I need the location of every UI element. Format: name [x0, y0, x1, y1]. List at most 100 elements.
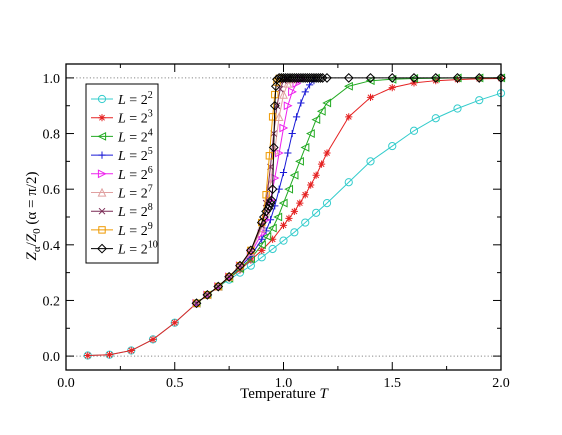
data-point	[262, 191, 270, 199]
data-point	[279, 236, 288, 245]
data-point	[388, 141, 397, 151]
legend-marker	[97, 94, 107, 104]
data-point	[275, 148, 284, 158]
data-point	[202, 289, 213, 300]
data-point	[452, 73, 463, 83]
legend-entry-0: L = 22	[91, 90, 153, 108]
y-axis-label-slash: /	[24, 241, 40, 246]
data-point	[313, 73, 324, 83]
data-point	[245, 245, 256, 256]
data-point	[388, 84, 396, 92]
data-point	[306, 73, 317, 83]
data-point	[280, 77, 287, 85]
data-point	[280, 73, 291, 83]
legend-label: L = 23	[117, 109, 153, 127]
legend-label-base: = 2	[126, 93, 148, 108]
data-point	[291, 73, 302, 83]
y-axis-label-z2: Z	[24, 233, 40, 242]
series-8	[191, 73, 506, 309]
data-point	[191, 298, 202, 309]
x-tick-label: 1.5	[384, 376, 402, 391]
data-point	[300, 143, 310, 152]
data-point	[269, 235, 277, 243]
data-point	[268, 244, 277, 254]
data-point	[317, 160, 326, 168]
legend-label-base: = 2	[126, 149, 148, 164]
legend-label-exponent: 10	[148, 240, 158, 251]
data-point	[171, 319, 179, 327]
data-point	[283, 101, 293, 111]
legend-entry-7: L = 29	[91, 221, 153, 239]
legend-marker	[98, 114, 106, 122]
data-point	[312, 171, 320, 179]
data-point	[292, 113, 301, 121]
legend-label-base: = 2	[126, 112, 148, 127]
legend-label: L = 24	[117, 127, 153, 145]
data-point	[410, 79, 418, 87]
data-point	[301, 88, 309, 96]
legend-marker	[98, 226, 106, 234]
legend-label: L = 26	[117, 165, 153, 183]
data-point	[105, 351, 114, 359]
data-point	[247, 246, 255, 255]
y-axis-label-rest: (α = π/2)	[24, 172, 40, 229]
data-point	[295, 156, 304, 166]
series-3	[192, 77, 318, 307]
data-point	[409, 73, 419, 83]
legend: L = 22L = 23L = 24L = 25L = 26L = 27L = …	[85, 83, 159, 264]
data-point	[274, 112, 284, 121]
data-point	[285, 214, 293, 222]
legend-marker	[98, 207, 106, 215]
data-point	[302, 73, 313, 83]
y-tick-label: 0.8	[43, 128, 61, 143]
legend-entry-2: L = 24	[91, 127, 153, 145]
legend-label-var: L	[117, 187, 126, 202]
y-tick-label: 0.0	[43, 350, 61, 365]
data-point	[278, 73, 289, 83]
legend-label-exponent: 8	[148, 202, 153, 213]
data-point	[282, 73, 293, 83]
data-point	[203, 291, 212, 299]
legend-label-exponent: 3	[148, 109, 153, 120]
legend-entry-1: L = 23	[91, 109, 153, 127]
data-point	[301, 191, 309, 199]
data-point	[453, 104, 462, 113]
data-point	[266, 195, 277, 206]
data-point	[297, 99, 305, 107]
data-point	[312, 208, 321, 217]
data-point	[288, 87, 297, 97]
legend-entry-8: L = 210	[91, 240, 158, 258]
data-point	[265, 152, 274, 160]
legend-label: L = 210	[117, 240, 158, 258]
y-tick-label: 0.4	[43, 239, 61, 254]
y-tick-label: 0.6	[43, 183, 61, 198]
legend-label-exponent: 6	[148, 165, 153, 176]
data-point	[127, 346, 135, 355]
data-point	[307, 181, 315, 189]
legend-label-base: = 2	[126, 187, 148, 202]
data-point	[475, 75, 483, 83]
data-point	[298, 73, 308, 83]
legend-entry-5: L = 27	[91, 184, 153, 202]
legend-label-var: L	[117, 224, 126, 239]
data-point	[273, 212, 283, 222]
data-point	[84, 351, 92, 360]
data-point	[288, 129, 296, 138]
data-point	[322, 73, 332, 83]
data-point	[235, 260, 245, 271]
reference-lines	[66, 77, 501, 357]
series-layer	[83, 73, 506, 360]
legend-label-base: = 2	[126, 130, 148, 145]
legend-label-var: L	[117, 149, 126, 164]
legend-label: L = 29	[117, 221, 153, 239]
data-point	[268, 113, 277, 121]
data-point	[387, 73, 398, 83]
data-point	[290, 228, 299, 237]
legend-label-var: L	[117, 112, 126, 127]
legend-label-var: L	[117, 93, 126, 108]
axis-ticks: 0.0 0.5 1.0 1.5 2.0 0.0 0.2 0.4 0.6 0.8 1.0	[43, 64, 510, 391]
legend-label: L = 25	[117, 146, 153, 164]
data-point	[344, 81, 353, 91]
data-point	[293, 73, 304, 83]
